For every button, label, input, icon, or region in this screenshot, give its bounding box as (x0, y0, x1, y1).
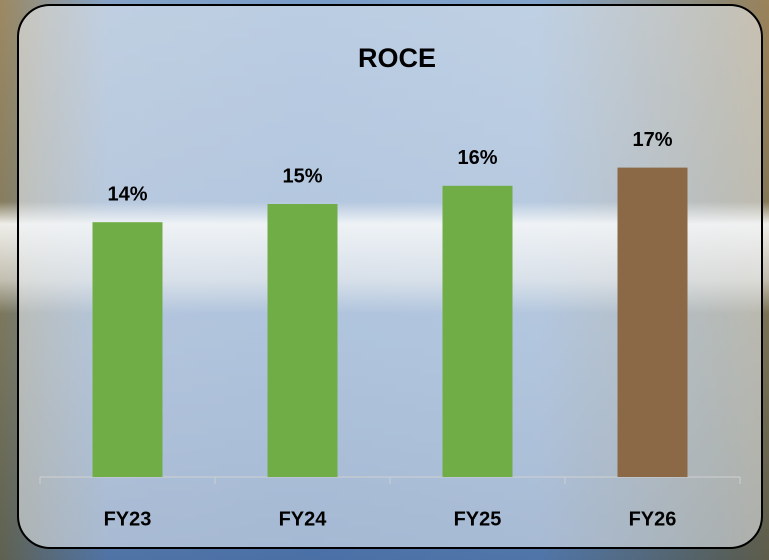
bar (92, 222, 163, 477)
x-tick-label: FY23 (104, 508, 152, 530)
x-tick-label: FY26 (629, 508, 677, 530)
value-label: 16% (457, 147, 497, 169)
value-label: 17% (632, 129, 672, 151)
x-tick-label: FY25 (454, 508, 502, 530)
chart-panel (17, 4, 763, 549)
value-label: 15% (282, 165, 322, 187)
bar (442, 185, 513, 478)
x-tick-label: FY24 (279, 508, 328, 530)
bar (267, 204, 338, 477)
value-label: 14% (107, 183, 147, 205)
chart-title: ROCE (358, 43, 436, 73)
bar (617, 167, 688, 477)
